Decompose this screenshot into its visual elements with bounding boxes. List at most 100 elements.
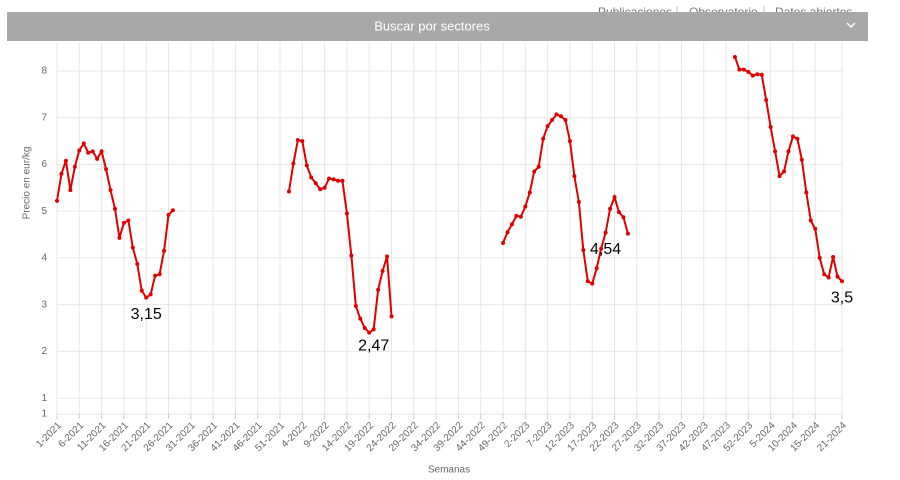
point	[344, 211, 349, 216]
point	[353, 304, 358, 309]
point	[170, 208, 175, 213]
point	[518, 214, 523, 219]
point	[559, 114, 564, 119]
point	[625, 231, 630, 236]
point	[616, 210, 621, 215]
point	[72, 164, 77, 169]
point	[759, 72, 764, 77]
point	[813, 226, 818, 231]
point	[322, 185, 327, 190]
x-axis-title: Semanas	[428, 465, 470, 476]
point	[594, 266, 599, 271]
point	[603, 230, 608, 235]
point	[318, 187, 323, 192]
y-tick-label: 5	[41, 206, 47, 217]
point	[621, 215, 626, 220]
point	[786, 149, 791, 154]
point	[295, 138, 300, 143]
point	[300, 139, 305, 144]
point	[126, 218, 131, 223]
data-label: 2,47	[358, 338, 389, 355]
point	[86, 150, 91, 155]
point	[63, 158, 68, 163]
point	[349, 253, 354, 258]
point	[804, 190, 809, 195]
y-tick-label: 1	[41, 409, 47, 420]
point	[340, 178, 345, 183]
point	[840, 279, 844, 284]
point	[509, 222, 514, 227]
point	[746, 69, 751, 74]
point	[77, 148, 82, 153]
point	[576, 199, 581, 204]
point	[768, 125, 773, 130]
point	[514, 213, 519, 218]
point	[157, 272, 162, 277]
y-tick-label: 3	[41, 299, 47, 310]
point	[331, 177, 336, 182]
search-bar-label[interactable]: Buscar por sectores	[374, 18, 490, 33]
point	[536, 164, 541, 169]
point	[581, 247, 586, 252]
point	[153, 273, 158, 278]
y-tick-label: 4	[41, 253, 47, 264]
y-tick-label: 7	[41, 112, 47, 123]
point	[112, 206, 117, 211]
search-bar[interactable]	[7, 12, 868, 41]
point	[773, 149, 778, 154]
point	[327, 176, 332, 181]
y-tick-label: 2	[41, 346, 47, 357]
point	[777, 174, 782, 179]
point	[599, 246, 604, 251]
point	[380, 268, 385, 273]
point	[585, 279, 590, 284]
point	[826, 275, 831, 280]
point	[795, 136, 800, 141]
point	[505, 230, 510, 235]
point	[99, 149, 104, 154]
point	[130, 245, 135, 250]
point	[782, 169, 787, 174]
point	[95, 156, 100, 161]
point	[831, 254, 836, 259]
point	[808, 218, 813, 223]
point	[608, 206, 613, 211]
point	[737, 67, 742, 72]
y-axis-title: Precio en eur/kg	[22, 147, 33, 220]
point	[291, 161, 296, 166]
line	[287, 138, 393, 335]
point	[541, 136, 546, 141]
point	[750, 73, 755, 78]
point	[376, 287, 381, 292]
y-tick-label: 8	[41, 66, 47, 77]
data-label: 3,15	[131, 306, 162, 323]
point	[799, 157, 804, 162]
point	[139, 288, 144, 293]
point	[55, 198, 59, 203]
point	[817, 255, 822, 260]
point	[162, 248, 167, 253]
point	[144, 295, 149, 300]
point	[108, 188, 113, 193]
point	[755, 72, 760, 77]
point	[822, 272, 827, 277]
point	[121, 220, 126, 225]
point	[166, 212, 171, 217]
point	[81, 141, 86, 146]
point	[286, 189, 291, 194]
point	[741, 67, 746, 72]
data-label: 4,54	[590, 241, 621, 258]
point	[117, 235, 122, 240]
point	[590, 281, 595, 286]
point	[389, 314, 394, 319]
chevron-icon[interactable]	[846, 22, 856, 29]
y-tick-label: 1	[41, 393, 47, 404]
point	[732, 54, 737, 59]
point	[527, 190, 532, 195]
point	[104, 167, 109, 172]
point	[68, 188, 73, 193]
point	[554, 112, 559, 117]
point	[362, 326, 367, 331]
point	[371, 327, 376, 332]
